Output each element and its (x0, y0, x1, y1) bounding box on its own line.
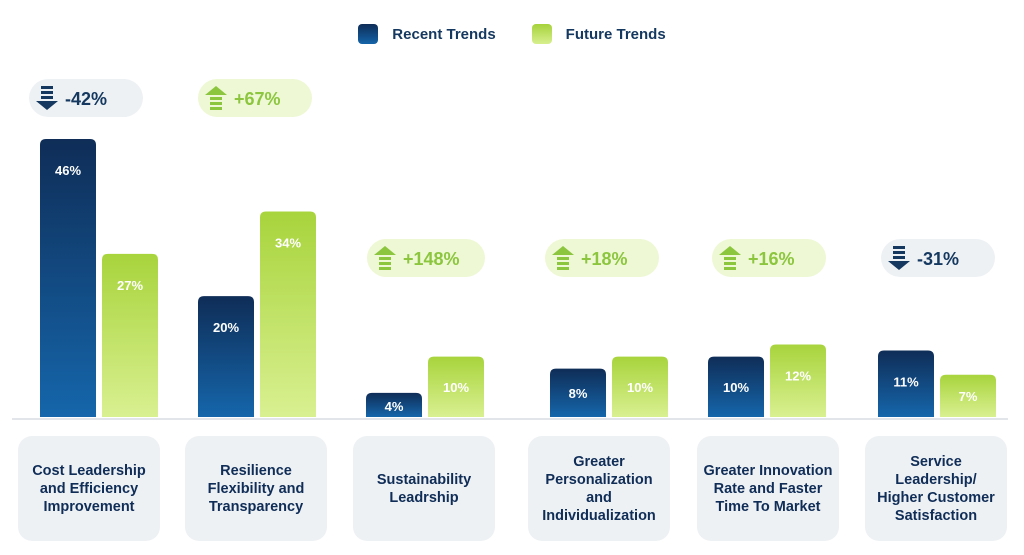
category-label-3: Greater Personalization and Individualiz… (542, 453, 656, 524)
bar-label-future-0: 27% (117, 278, 143, 293)
change-pill-3 (545, 239, 659, 277)
bar-future-4[interactable] (770, 344, 826, 417)
bar-label-recent-4: 10% (723, 380, 749, 395)
bar-label-recent-0: 46% (55, 163, 81, 178)
legend-swatch-recent (358, 24, 379, 44)
change-label-4: +16% (748, 249, 795, 269)
arrow-up-icon (374, 246, 396, 270)
bar-label-future-3: 10% (627, 380, 653, 395)
category-label-0: Cost Leadership and Efficiency Improveme… (32, 462, 146, 515)
legend-label-recent: Recent Trends (392, 25, 496, 43)
category-card-4: Greater Innovation Rate and Faster Time … (697, 436, 839, 541)
bar-future-2[interactable] (428, 356, 484, 417)
category-card-3: Greater Personalization and Individualiz… (528, 436, 670, 541)
category-label-5: Service Leadership/ Higher Customer Sati… (877, 453, 995, 524)
bar-future-5[interactable] (940, 374, 996, 417)
change-pill-4 (712, 239, 826, 277)
bar-recent-5[interactable] (878, 350, 934, 417)
bar-recent-4[interactable] (708, 356, 764, 417)
change-pill-0 (29, 79, 143, 117)
legend-swatch-future (531, 24, 552, 44)
change-pill-2 (367, 239, 485, 277)
category-card-5: Service Leadership/ Higher Customer Sati… (865, 436, 1007, 541)
bar-label-future-5: 7% (959, 389, 978, 404)
bar-future-1[interactable] (260, 211, 316, 417)
legend-label-future: Future Trends (565, 25, 666, 43)
change-label-0: -42% (65, 89, 107, 109)
arrow-up-icon (719, 246, 741, 270)
bar-future-3[interactable] (612, 356, 668, 417)
bar-label-recent-3: 8% (569, 386, 588, 401)
bar-label-recent-2: 4% (385, 399, 404, 414)
bar-recent-3[interactable] (550, 368, 606, 417)
category-label-4: Greater Innovation Rate and Faster Time … (703, 462, 833, 515)
change-label-1: +67% (234, 89, 281, 109)
bar-label-future-4: 12% (785, 368, 811, 383)
arrow-down-icon (36, 86, 58, 110)
category-label-1: Resilience Flexibility and Transparency (207, 462, 305, 515)
change-label-2: +148% (403, 249, 460, 269)
bar-recent-2[interactable] (366, 392, 422, 417)
change-label-3: +18% (581, 249, 628, 269)
bar-label-recent-5: 11% (893, 375, 919, 390)
category-card-1: Resilience Flexibility and Transparency (185, 436, 327, 541)
bar-label-recent-1: 20% (213, 320, 239, 335)
arrow-up-icon (205, 86, 227, 110)
legend-item-recent[interactable]: Recent Trends (358, 24, 496, 44)
bar-recent-0[interactable] (40, 139, 96, 417)
change-label-5: -31% (917, 249, 959, 269)
bar-label-future-1: 34% (275, 236, 301, 251)
category-card-2: Sustainability Leadrship (353, 436, 495, 541)
change-pill-5 (881, 239, 995, 277)
arrow-up-icon (552, 246, 574, 270)
change-pill-1 (198, 79, 312, 117)
bar-recent-1[interactable] (198, 296, 254, 417)
arrow-down-icon (888, 246, 910, 270)
bar-label-future-2: 10% (443, 380, 469, 395)
bar-future-0[interactable] (102, 253, 158, 417)
legend: Recent Trends Future Trends (0, 24, 1024, 44)
category-label-2: Sustainability Leadrship (376, 471, 472, 506)
legend-item-future[interactable]: Future Trends (531, 24, 666, 44)
category-card-0: Cost Leadership and Efficiency Improveme… (18, 436, 160, 541)
